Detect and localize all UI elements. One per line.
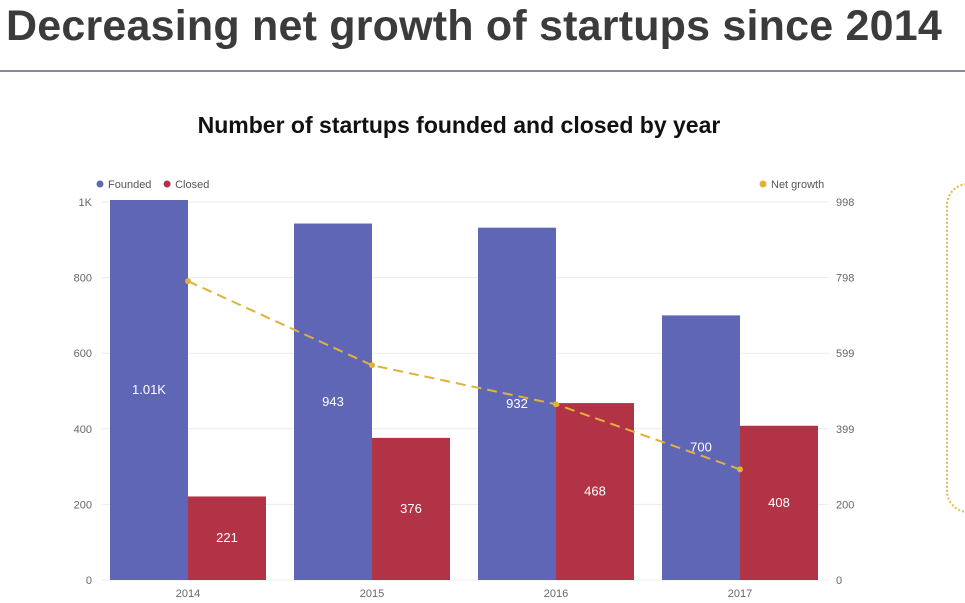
- bar-label-founded: 943: [322, 394, 344, 409]
- title-divider: [0, 70, 965, 72]
- bar-label-founded: 932: [506, 396, 528, 411]
- y-left-tick-label: 0: [86, 575, 92, 587]
- net-growth-point: [553, 401, 559, 408]
- bar-label-founded: 700: [690, 440, 712, 455]
- legend-label: Net growth: [771, 179, 824, 191]
- bar-closed: [372, 437, 450, 580]
- y-right-tick-label: 798: [836, 273, 854, 285]
- legend-swatch: [163, 180, 171, 188]
- net-growth-point: [369, 362, 375, 369]
- y-right-tick-label: 200: [836, 499, 854, 511]
- bar-founded: [110, 200, 188, 580]
- legend-label: Closed: [175, 179, 209, 191]
- y-right-tick-label: 399: [836, 424, 854, 436]
- bar-label-closed: 376: [400, 501, 422, 516]
- x-tick-label: 2017: [728, 588, 752, 600]
- y-left-tick-label: 200: [74, 499, 92, 511]
- bar-label-closed: 221: [216, 530, 238, 545]
- bar-label-founded: 1.01K: [132, 382, 166, 397]
- bar-label-closed: 468: [584, 484, 606, 499]
- bar-closed: [188, 496, 266, 580]
- bar-closed: [556, 403, 634, 580]
- y-right-tick-label: 0: [836, 575, 842, 587]
- x-tick-label: 2015: [360, 588, 384, 600]
- net-growth-point: [185, 278, 191, 285]
- y-left-tick-label: 800: [74, 273, 92, 285]
- y-left-tick-label: 1K: [79, 197, 93, 209]
- net-growth-point: [737, 466, 743, 473]
- legend-label: Founded: [108, 179, 151, 191]
- y-right-tick-label: 599: [836, 348, 854, 360]
- chart-title: Number of startups founded and closed by…: [197, 112, 721, 138]
- x-tick-label: 2016: [544, 588, 568, 600]
- legend-swatch: [96, 180, 104, 188]
- bar-label-closed: 408: [768, 495, 790, 510]
- bar-founded: [294, 223, 372, 580]
- bar-founded: [662, 315, 740, 580]
- bar-founded: [478, 227, 556, 581]
- x-tick-label: 2014: [176, 588, 200, 600]
- y-right-tick-label: 998: [836, 197, 854, 209]
- net-growth-line: [187, 280, 741, 471]
- y-left-tick-label: 400: [74, 424, 92, 436]
- legend-swatch: [759, 180, 767, 188]
- slide-title: Decreasing net growth of startups since …: [6, 2, 942, 50]
- bar-closed: [740, 425, 818, 580]
- y-left-tick-label: 600: [74, 348, 92, 360]
